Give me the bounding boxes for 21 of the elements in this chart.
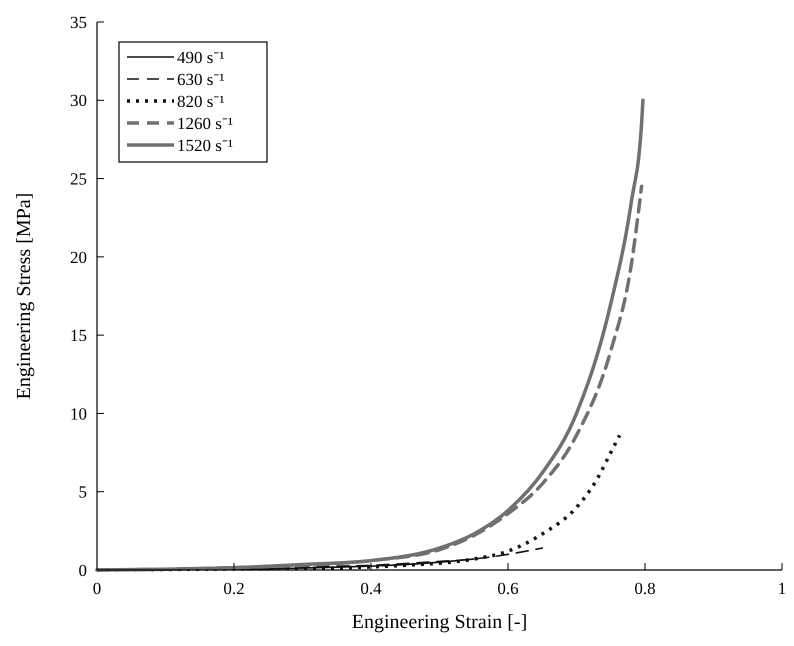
y-tick-label: 20 <box>70 248 87 267</box>
y-tick-label: 0 <box>78 560 87 580</box>
x-tick-label: 0.4 <box>360 579 382 598</box>
legend-label: 1260 s⁻¹ <box>177 114 233 133</box>
x-tick-label: 0.6 <box>497 579 519 598</box>
legend-label: 1520 s⁻¹ <box>177 136 233 155</box>
y-tick-label: 30 <box>70 91 87 110</box>
legend-label: 630 s⁻¹ <box>177 70 224 89</box>
x-tick-label: 0 <box>92 579 102 598</box>
y-tick-label: 5 <box>78 482 87 502</box>
y-tick-label: 25 <box>70 170 87 189</box>
x-axis-title: Engineering Strain [-] <box>352 611 528 633</box>
x-tick-label: 0.8 <box>634 579 656 598</box>
legend-label: 490 s⁻¹ <box>177 48 224 67</box>
x-tick-label: 0.2 <box>223 579 245 598</box>
y-tick-label: 15 <box>70 326 87 346</box>
legend-label: 820 s⁻¹ <box>177 92 224 111</box>
y-tick-label: 35 <box>70 12 87 32</box>
y-axis-title: Engineering Stress [MPa] <box>13 192 35 400</box>
x-tick-label: 1 <box>778 579 786 598</box>
y-tick-label: 10 <box>70 404 87 424</box>
